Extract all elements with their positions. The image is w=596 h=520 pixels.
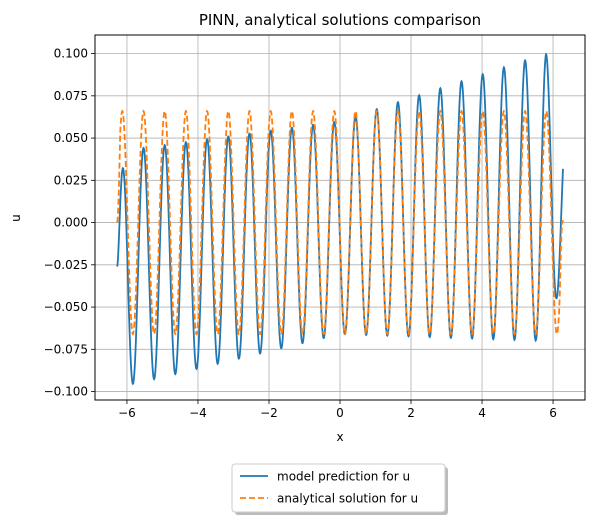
legend-label-model: model prediction for u <box>277 470 410 484</box>
x-tick-label: −4 <box>189 406 207 420</box>
x-tick-label: 4 <box>478 406 486 420</box>
x-tick-label: −2 <box>260 406 278 420</box>
y-tick-label: −0.025 <box>44 258 88 272</box>
x-tick-label: 2 <box>407 406 415 420</box>
y-tick-label: 0.025 <box>54 173 88 187</box>
y-tick-label: 0.050 <box>54 131 88 145</box>
x-tick-label: −6 <box>118 406 136 420</box>
legend: model prediction for u analytical soluti… <box>232 464 448 515</box>
x-axis-label: x <box>336 430 343 444</box>
y-tick-label: 0.000 <box>54 216 88 230</box>
y-tick-label: −0.050 <box>44 300 88 314</box>
y-tick-label: 0.075 <box>54 89 88 103</box>
legend-label-analytical: analytical solution for u <box>277 492 418 506</box>
x-axis-ticks: −6 −4 −2 0 2 4 6 <box>118 400 557 420</box>
y-tick-label: −0.100 <box>44 385 88 399</box>
y-axis-ticks: −0.100 −0.075 −0.050 −0.025 0.000 0.025 0.050 0… <box>44 47 95 399</box>
y-axis-label: u <box>9 214 23 222</box>
y-tick-label: 0.100 <box>54 47 88 61</box>
y-tick-label: −0.075 <box>44 342 88 356</box>
x-tick-label: 0 <box>336 406 344 420</box>
chart-title: PINN, analytical solutions comparison <box>199 11 481 29</box>
x-tick-label: 6 <box>549 406 557 420</box>
